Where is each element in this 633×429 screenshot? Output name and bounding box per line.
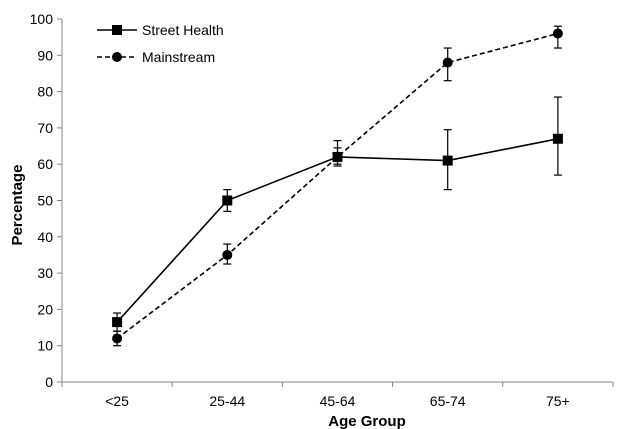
data-point-circle bbox=[222, 249, 233, 260]
series-layer bbox=[112, 25, 563, 347]
data-point-square bbox=[442, 155, 453, 166]
legend: Street Health Mainstream bbox=[97, 22, 224, 65]
data-point-circle bbox=[552, 28, 563, 39]
series-line bbox=[116, 32, 559, 340]
x-tick-label: 65-74 bbox=[430, 393, 466, 409]
y-tick-label: 50 bbox=[37, 193, 53, 209]
y-tick-label: 90 bbox=[37, 47, 53, 63]
y-tick-label: 20 bbox=[37, 301, 53, 317]
data-point-square bbox=[112, 317, 123, 328]
series-street-health bbox=[112, 96, 563, 332]
y-tick-label: 60 bbox=[37, 156, 53, 172]
data-point-circle bbox=[112, 333, 123, 344]
y-tick-label: 40 bbox=[37, 229, 53, 245]
y-axis-ticks: 0 10 20 30 40 50 60 70 80 90 100 bbox=[30, 11, 62, 390]
y-tick-label: 10 bbox=[37, 338, 53, 354]
x-axis-ticks: <25 25-44 45-64 65-74 75+ bbox=[61, 382, 614, 409]
y-tick-label: 0 bbox=[45, 374, 53, 390]
x-axis-title: Age Group bbox=[328, 413, 406, 429]
y-tick-label: 30 bbox=[37, 265, 53, 281]
legend-label: Mainstream bbox=[142, 49, 215, 65]
legend-marker-circle bbox=[112, 52, 122, 62]
x-tick-label: 25-44 bbox=[209, 393, 245, 409]
data-point-square bbox=[552, 133, 563, 144]
x-tick-label: <25 bbox=[105, 393, 129, 409]
axes bbox=[61, 19, 613, 383]
y-axis-title: Percentage bbox=[9, 165, 26, 246]
data-point-square bbox=[222, 195, 233, 206]
y-tick-label: 100 bbox=[30, 11, 54, 27]
legend-label: Street Health bbox=[142, 22, 224, 38]
y-tick-label: 70 bbox=[37, 120, 53, 136]
data-point-circle bbox=[332, 151, 343, 162]
series-mainstream bbox=[112, 25, 563, 347]
x-tick-label: 45-64 bbox=[320, 393, 356, 409]
x-tick-label: 75+ bbox=[546, 393, 570, 409]
legend-marker-square bbox=[112, 25, 122, 35]
y-tick-label: 80 bbox=[37, 84, 53, 100]
data-point-circle bbox=[442, 57, 453, 68]
